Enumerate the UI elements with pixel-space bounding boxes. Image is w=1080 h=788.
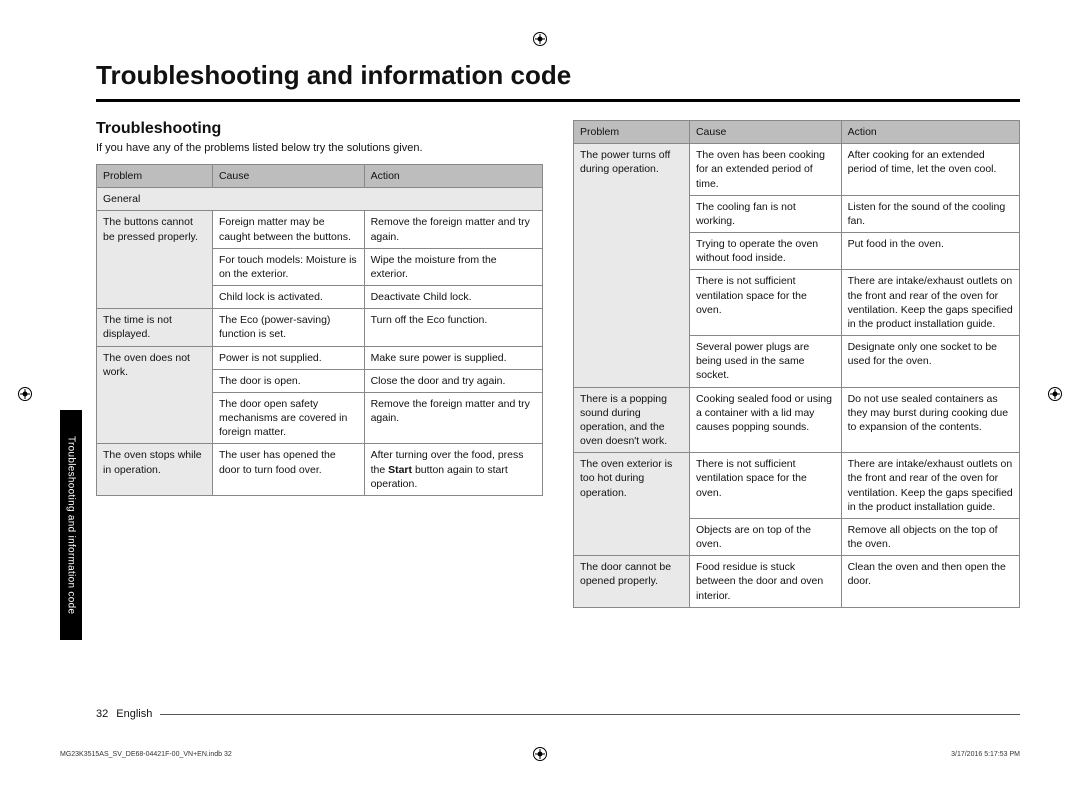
col-header-problem: Problem xyxy=(97,165,213,188)
cause-cell: Cooking sealed food or using a container… xyxy=(689,387,841,453)
cause-cell: The oven has been cooking for an extende… xyxy=(689,144,841,196)
registration-mark-icon xyxy=(533,747,547,761)
action-cell: Turn off the Eco function. xyxy=(364,309,542,346)
action-cell: Close the door and try again. xyxy=(364,369,542,392)
col-header-problem: Problem xyxy=(574,121,690,144)
action-cell: Listen for the sound of the cooling fan. xyxy=(841,195,1019,232)
cause-cell: Trying to operate the oven without food … xyxy=(689,233,841,270)
registration-mark-icon xyxy=(1048,387,1062,401)
title-rule xyxy=(96,99,1020,102)
problem-cell: The oven stops while in operation. xyxy=(97,444,213,496)
cause-cell: Food residue is stuck between the door a… xyxy=(689,556,841,608)
col-header-action: Action xyxy=(364,165,542,188)
registration-mark-icon xyxy=(18,387,32,401)
col-header-action: Action xyxy=(841,121,1019,144)
action-cell: There are intake/exhaust outlets on the … xyxy=(841,270,1019,336)
action-cell: Remove all objects on the top of the ove… xyxy=(841,518,1019,555)
section-label: General xyxy=(97,188,543,211)
action-cell: Deactivate Child lock. xyxy=(364,286,542,309)
action-cell: After turning over the food, press the S… xyxy=(364,444,542,496)
cause-cell: Power is not supplied. xyxy=(212,346,364,369)
action-cell: Remove the foreign matter and try again. xyxy=(364,211,542,248)
problem-cell: The power turns off during operation. xyxy=(574,144,690,387)
section-subheading: Troubleshooting xyxy=(96,120,543,138)
action-cell: Remove the foreign matter and try again. xyxy=(364,392,542,444)
footer-filename: MG23K3515AS_SV_DE68-04421F-00_VN+EN.indb… xyxy=(60,751,232,758)
side-tab: Troubleshooting and information code xyxy=(60,410,82,640)
cause-cell: Child lock is activated. xyxy=(212,286,364,309)
cause-cell: The user has opened the door to turn foo… xyxy=(212,444,364,496)
registration-mark-icon xyxy=(533,32,547,46)
troubleshooting-table-right: Problem Cause Action The power turns off… xyxy=(573,120,1020,608)
action-cell: After cooking for an extended period of … xyxy=(841,144,1019,196)
footer-timestamp: 3/17/2016 5:17:53 PM xyxy=(951,751,1020,758)
problem-cell: The time is not displayed. xyxy=(97,309,213,346)
problem-cell: There is a popping sound during operatio… xyxy=(574,387,690,453)
cause-cell: The door is open. xyxy=(212,369,364,392)
cause-cell: Foreign matter may be caught between the… xyxy=(212,211,364,248)
action-cell: Make sure power is supplied. xyxy=(364,346,542,369)
action-cell: Do not use sealed containers as they may… xyxy=(841,387,1019,453)
cause-cell: The Eco (power-saving) function is set. xyxy=(212,309,364,346)
problem-cell: The oven exterior is too hot during oper… xyxy=(574,453,690,556)
cause-cell: Several power plugs are being used in th… xyxy=(689,336,841,388)
cause-cell: The door open safety mechanisms are cove… xyxy=(212,392,364,444)
cause-cell: The cooling fan is not working. xyxy=(689,195,841,232)
action-cell: Wipe the moisture from the exterior. xyxy=(364,248,542,285)
action-cell: Put food in the oven. xyxy=(841,233,1019,270)
problem-cell: The buttons cannot be pressed properly. xyxy=(97,211,213,309)
col-header-cause: Cause xyxy=(689,121,841,144)
page-number: 32 xyxy=(96,708,108,720)
action-cell: Designate only one socket to be used for… xyxy=(841,336,1019,388)
action-cell: There are intake/exhaust outlets on the … xyxy=(841,453,1019,519)
cause-cell: Objects are on top of the oven. xyxy=(689,518,841,555)
action-cell: Clean the oven and then open the door. xyxy=(841,556,1019,608)
col-header-cause: Cause xyxy=(212,165,364,188)
page-footer-line: 32 English xyxy=(96,708,1020,720)
cause-cell: For touch models: Moisture is on the ext… xyxy=(212,248,364,285)
intro-text: If you have any of the problems listed b… xyxy=(96,142,543,154)
cause-cell: There is not sufficient ventilation spac… xyxy=(689,453,841,519)
left-column: Troubleshooting If you have any of the p… xyxy=(96,120,543,608)
page-language: English xyxy=(116,708,152,720)
troubleshooting-table-left: Problem Cause Action General The buttons… xyxy=(96,164,543,496)
right-column: Problem Cause Action The power turns off… xyxy=(573,120,1020,608)
footer-rule xyxy=(160,714,1020,715)
problem-cell: The oven does not work. xyxy=(97,346,213,444)
cause-cell: There is not sufficient ventilation spac… xyxy=(689,270,841,336)
page-title: Troubleshooting and information code xyxy=(96,60,1020,91)
problem-cell: The door cannot be opened properly. xyxy=(574,556,690,608)
